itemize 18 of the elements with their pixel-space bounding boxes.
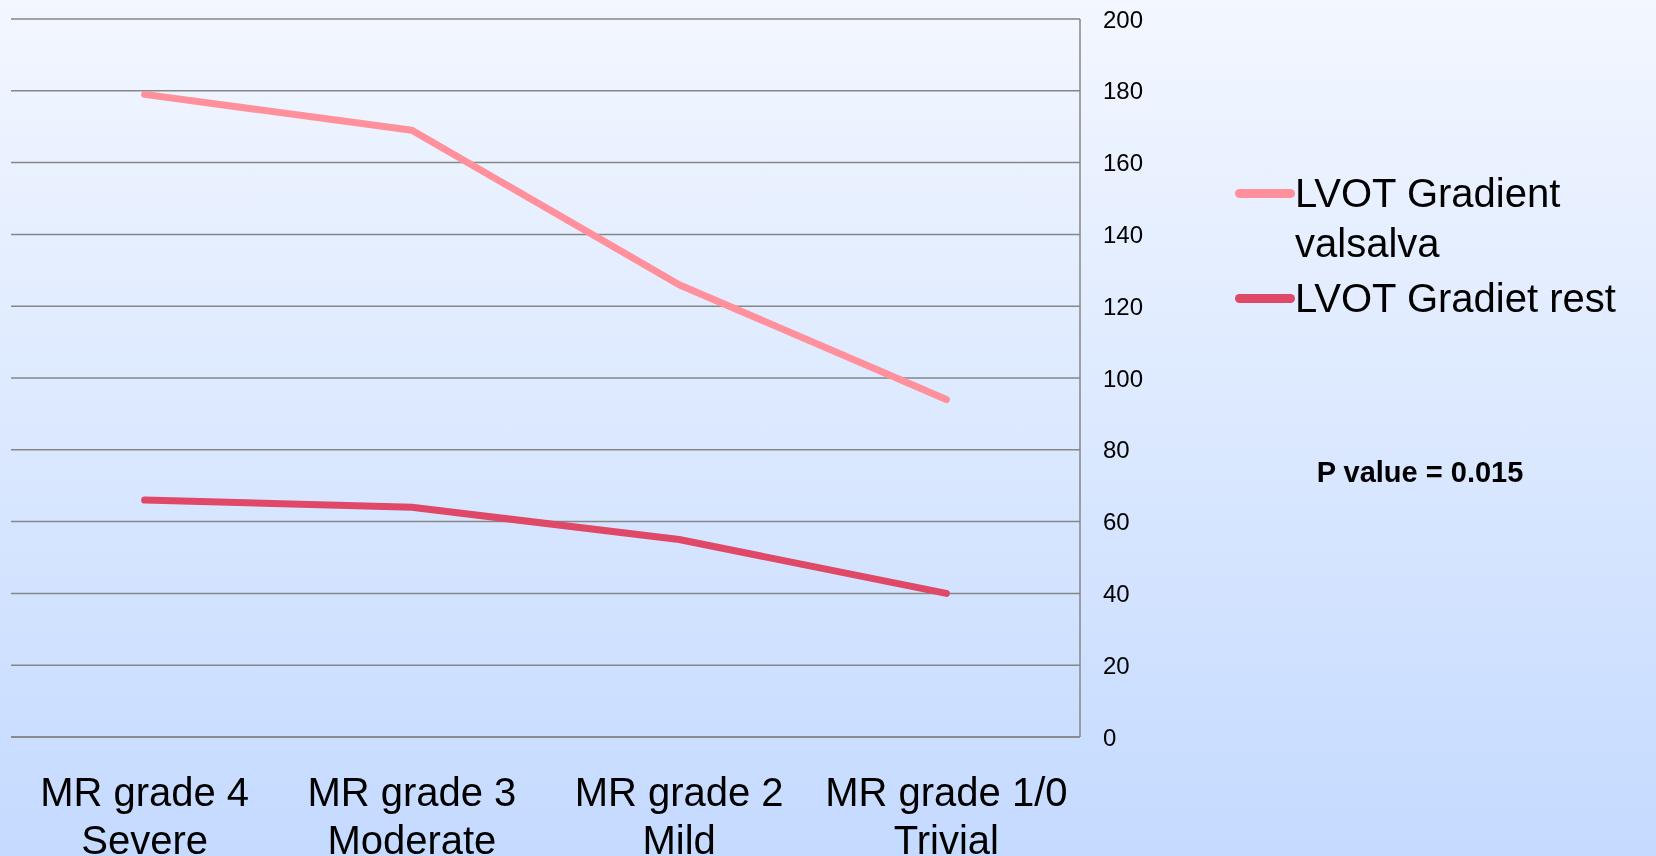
- y-tick-label: 180: [1103, 77, 1144, 105]
- x-tick-label: MR grade 4 Severe: [40, 770, 250, 856]
- y-tick-label: 120: [1103, 292, 1144, 320]
- x-tick-label: MR grade 2 Mild: [574, 770, 784, 856]
- legend-label: LVOT Gradiet rest: [1295, 275, 1616, 322]
- x-tick-label: MR grade 3 Moderate: [307, 770, 517, 856]
- y-tick-label: 60: [1103, 508, 1130, 536]
- text: P value = 0.015: [1315, 455, 1525, 490]
- y-tick-label: 80: [1103, 436, 1130, 464]
- y-tick-label: 200: [1103, 5, 1144, 33]
- y-tick-label: 160: [1103, 149, 1144, 177]
- y-tick-label: 140: [1103, 220, 1144, 248]
- legend-label: LVOT Gradient valsalva: [1295, 170, 1562, 267]
- y-tick-label: 40: [1103, 579, 1130, 607]
- x-tick-label: MR grade 1/0 Trivial: [825, 770, 1068, 856]
- y-tick-label: 0: [1103, 723, 1117, 751]
- y-tick-label: 100: [1103, 364, 1144, 392]
- y-tick-label: 20: [1103, 651, 1130, 679]
